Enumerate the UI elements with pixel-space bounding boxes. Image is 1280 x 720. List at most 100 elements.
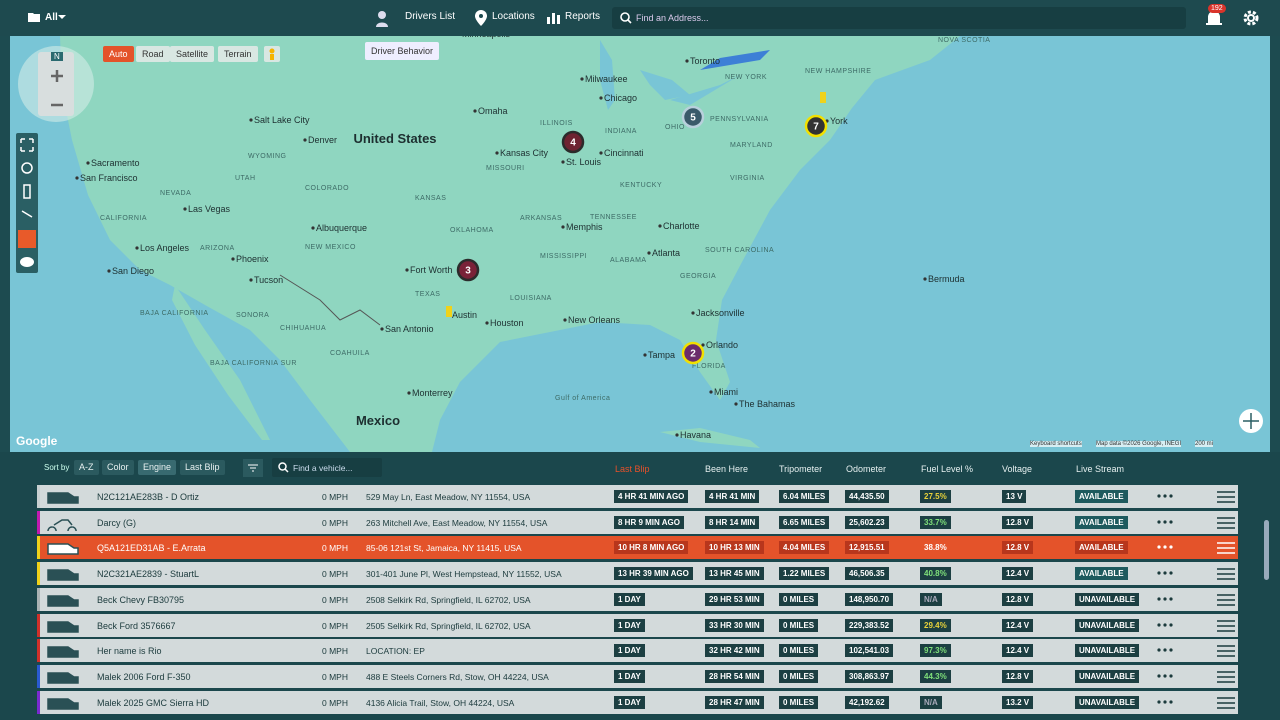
place-dot <box>183 207 187 211</box>
driver-behavior-icon[interactable] <box>374 10 390 28</box>
more-button[interactable] <box>1157 596 1173 602</box>
locations-nav[interactable]: Locations <box>492 11 535 22</box>
place-dot <box>685 59 689 63</box>
vehicle-shape <box>47 595 79 607</box>
tool-icons[interactable] <box>16 133 38 273</box>
row-menu[interactable] <box>1217 594 1235 606</box>
address: LOCATION: EP <box>366 646 425 657</box>
address-search[interactable]: Find an Address... <box>612 7 1186 29</box>
address: 4136 Alicia Trail, Stow, OH 44224, USA <box>366 697 515 708</box>
column-header[interactable]: Tripometer <box>779 464 823 474</box>
hamburger <box>1217 696 1235 709</box>
vehicle-row[interactable]: Malek 2006 Ford F-350 0 MPH 488 E Steels C… <box>37 664 1238 688</box>
hamburger <box>1217 645 1235 657</box>
row-accent <box>37 510 40 534</box>
column-header[interactable]: Voltage <box>1002 464 1033 474</box>
column-header[interactable]: Last Blip <box>615 464 650 474</box>
map-type-button[interactable]: Auto <box>103 46 134 62</box>
map-type-button[interactable]: Road <box>136 46 170 62</box>
vehicle-row[interactable]: Malek 2025 GMC Sierra HD 0 MPH 4136 Alicia… <box>37 690 1238 714</box>
vehicle-row[interactable]: N2C121AE283B - D Ortiz 0 MPH 529 May Ln, E… <box>37 485 1238 508</box>
drivers-list-nav[interactable]: Drivers List <box>405 11 456 22</box>
row-value: 12.8 V <box>1002 541 1034 555</box>
dot <box>1163 545 1167 549</box>
sort-button[interactable]: Last Blip <box>180 460 225 475</box>
bell-icon[interactable] <box>1205 9 1223 27</box>
column-header[interactable]: Been Here <box>705 464 749 474</box>
row-menu[interactable] <box>1217 568 1235 580</box>
vehicle-row[interactable]: Q5A121ED31AB - E.Arrata 0 MPH 85-06 121st … <box>37 536 1238 560</box>
more-button[interactable] <box>1157 673 1173 679</box>
reports-nav[interactable]: Reports <box>565 11 601 22</box>
place-dot <box>691 311 695 315</box>
place-label: Kansas City <box>500 148 549 158</box>
vehicle-search[interactable]: Find a vehicle... <box>272 458 382 477</box>
cluster-marker[interactable] <box>681 105 705 129</box>
cluster-marker[interactable] <box>804 114 828 138</box>
more-button[interactable] <box>1157 519 1173 525</box>
row-menu[interactable] <box>1217 491 1235 503</box>
row-menu[interactable] <box>1217 696 1235 709</box>
row-menu[interactable] <box>1217 542 1235 555</box>
country-label: United States <box>353 131 436 146</box>
locations-icon <box>475 10 487 26</box>
vehicle-row[interactable]: Darcy (G) 0 MPH 263 Mitchell Ave, East Mea… <box>37 510 1238 534</box>
caret <box>58 15 66 19</box>
map[interactable]: United States Mexico Chicago Toronto York Kan… <box>10 36 1270 452</box>
sort-label: Sort by <box>44 463 70 472</box>
dot <box>1157 494 1161 498</box>
map-type-button[interactable]: Satellite <box>170 46 215 62</box>
row-menu[interactable] <box>1217 516 1235 529</box>
more-button[interactable] <box>1157 570 1173 576</box>
vehicle-shape <box>47 646 79 658</box>
column-header[interactable]: Fuel Level % <box>921 464 974 474</box>
cluster-marker[interactable] <box>681 341 705 365</box>
place-dot <box>580 77 584 81</box>
row-menu[interactable] <box>1217 671 1235 683</box>
dot <box>1157 648 1161 652</box>
region-label: PENNSYLVANIA <box>710 116 769 123</box>
map-type-button[interactable]: Terrain <box>218 46 258 62</box>
row-value: UNAVAILABLE <box>1075 644 1140 658</box>
more-button[interactable] <box>1157 544 1173 550</box>
vehicle-shape <box>47 697 79 710</box>
hamburger <box>1217 594 1235 606</box>
vehicle-name: Q5A121ED31AB - E.Arrata <box>97 543 206 554</box>
place-dot <box>561 225 565 229</box>
more-button[interactable] <box>1157 622 1173 628</box>
place-dot <box>495 151 499 155</box>
cluster-marker[interactable] <box>456 258 480 282</box>
recenter-button[interactable] <box>1238 408 1264 434</box>
column-header[interactable]: Odometer <box>846 464 887 474</box>
zoom-buttons[interactable] <box>48 66 66 116</box>
filter-button[interactable] <box>243 459 263 477</box>
region-label: NEVADA <box>160 190 191 197</box>
sort-button[interactable]: Color <box>102 460 134 475</box>
row-menu[interactable] <box>1217 645 1235 657</box>
vehicle-row[interactable]: N2C321AE2839 - StuartL 0 MPH 301-401 June … <box>37 562 1238 586</box>
column-header[interactable]: Live Stream <box>1076 464 1125 474</box>
street-view[interactable] <box>264 46 280 62</box>
filter-dropdown[interactable]: All <box>45 12 58 23</box>
row-menu[interactable] <box>1217 619 1235 632</box>
more-button[interactable] <box>1157 647 1173 653</box>
vehicle-name: N2C121AE283B - D Ortiz <box>97 492 200 502</box>
place-label: San Antonio <box>385 324 434 334</box>
row-value: 32 HR 42 MIN <box>705 644 764 658</box>
more-button[interactable] <box>1157 493 1173 499</box>
compass[interactable]: N <box>51 52 63 61</box>
vehicle-row[interactable]: Beck Chevy FB30795 0 MPH 2508 Selkirk Rd, … <box>37 587 1238 611</box>
sort-button[interactable]: Engine <box>138 460 177 475</box>
vehicle-row[interactable]: Her name is Rio 0 MPH LOCATION: EP 1 DAY 32 … <box>37 639 1238 663</box>
vehicle-pin <box>820 92 826 103</box>
row-value: 102,541.03 <box>845 644 894 658</box>
cluster-marker[interactable] <box>561 130 585 154</box>
row-value: 0 MILES <box>779 644 819 658</box>
sort-button[interactable]: A-Z <box>74 460 99 475</box>
row-value: 8 HR 9 MIN AGO <box>614 515 684 529</box>
settings-icon[interactable] <box>1242 9 1260 27</box>
row-value: AVAILABLE <box>1075 541 1128 555</box>
vehicle-row[interactable]: Beck Ford 3576667 0 MPH 2505 Selkirk Rd, S… <box>37 613 1238 637</box>
more-button[interactable] <box>1157 699 1173 705</box>
dot <box>1169 674 1173 678</box>
